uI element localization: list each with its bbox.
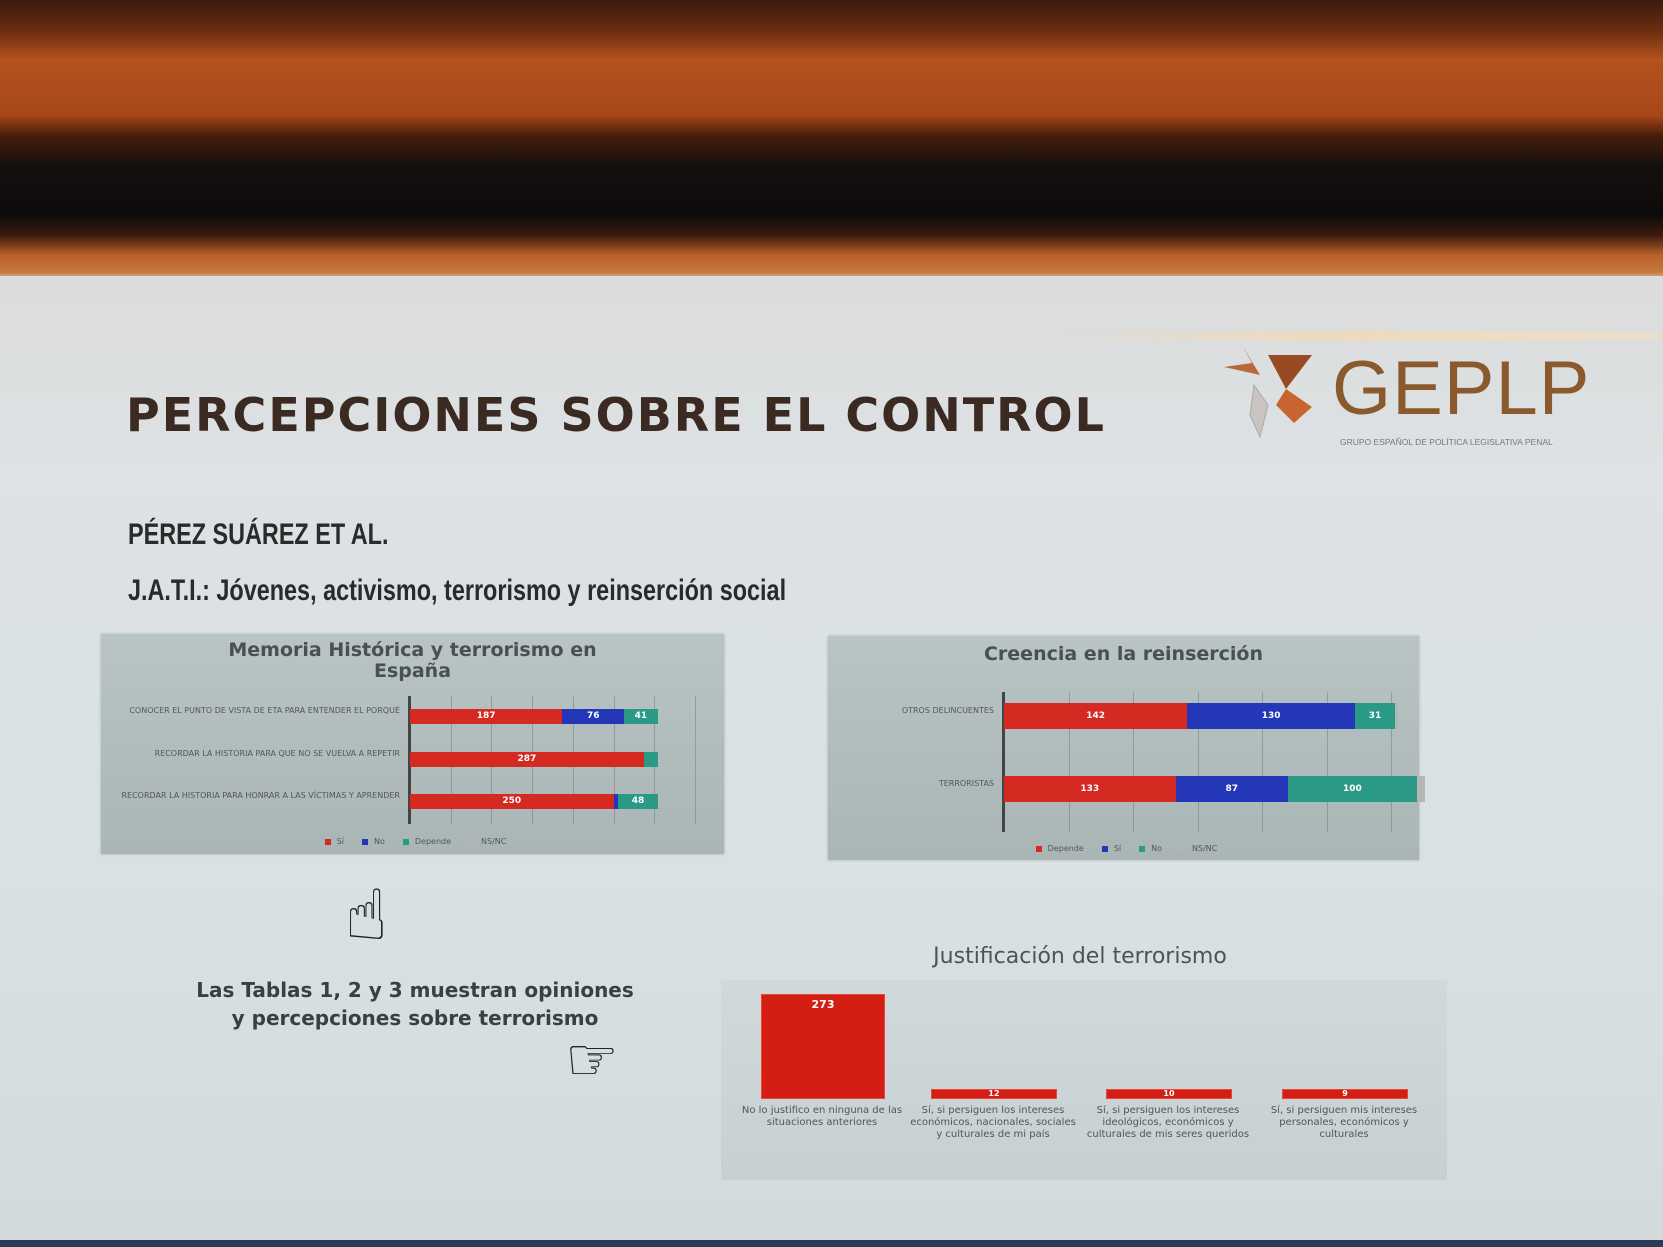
legend-swatch (1101, 845, 1108, 852)
legend-label: NS/NC (481, 837, 507, 846)
legend-swatch (1180, 845, 1187, 852)
bar-segment: 41 (624, 708, 658, 724)
bar: 273 (761, 994, 885, 1099)
legend-item: No (356, 837, 385, 846)
legend-item: Depende (1030, 844, 1084, 853)
legend: Depende Sí No NS/NC (828, 844, 1419, 853)
chart-title-justificacion: Justificación del terrorismo (933, 944, 1227, 969)
legend-label: No (1151, 844, 1163, 853)
author-heading: PÉREZ SUÁREZ ET AL. (128, 518, 389, 551)
legend-swatch (1139, 845, 1146, 852)
category-label: Sí, si persiguen los intereses ideológic… (1086, 1105, 1250, 1140)
slide-title: PERCEPCIONES SOBRE EL CONTROL (126, 388, 1106, 442)
category-label: CONOCER EL PUNTO DE VISTA DE ETA PARA EN… (129, 706, 400, 715)
geplp-logo: GEPLP GRUPO ESPAÑOL DE POLÍTICA LEGISLAT… (1224, 345, 1624, 455)
gridline (695, 696, 696, 824)
bar-segment: 76 (562, 708, 625, 724)
legend-item: No (1133, 844, 1162, 853)
gridline (1197, 692, 1199, 832)
legend-item: Sí (1096, 844, 1121, 853)
bar-segment: 87 (1175, 776, 1288, 802)
legend-label: Depende (1047, 844, 1084, 853)
chart-memoria-historica: Memoria Histórica y terrorismo en España… (101, 634, 724, 854)
bar-segment: 31 (1354, 703, 1395, 729)
bar: 10 (1106, 1089, 1232, 1099)
bar-segment: 142 (1004, 703, 1188, 729)
bar-segment: 287 (410, 751, 644, 767)
room-background (0, 0, 1663, 280)
caption-text: Las Tablas 1, 2 y 3 muestran opiniones y… (196, 978, 634, 1030)
bar-segment (1394, 703, 1398, 729)
category-label: Sí, si persiguen los intereses económico… (910, 1105, 1076, 1140)
project-heading: J.A.T.I.: Jóvenes, activismo, terrorismo… (128, 574, 787, 607)
category-label: OTROS DELINCUENTES (901, 706, 994, 715)
legend-swatch (324, 838, 331, 845)
legend-swatch (361, 838, 368, 845)
legend-label: No (373, 837, 385, 846)
chart-title: Creencia en la reinserción (983, 643, 1264, 665)
category-label: TERRORISTAS (938, 779, 994, 788)
bar-segment: 133 (1004, 776, 1176, 802)
screen-bottom-edge (0, 1240, 1663, 1247)
y-axis (408, 696, 411, 824)
legend-item: Sí (319, 837, 344, 846)
logo-subtitle: GRUPO ESPAÑOL DE POLÍTICA LEGISLATIVA PE… (1340, 437, 1553, 447)
bar-segment (613, 793, 619, 809)
legend-item: NS/NC (463, 837, 506, 846)
category-label: Sí, si persiguen mis intereses personale… (1270, 1105, 1418, 1140)
gridline (1068, 692, 1070, 832)
category-label: RECORDAR LA HISTORIA PARA QUE NO SE VUEL… (154, 749, 400, 758)
legend-item: Depende (397, 837, 451, 846)
bar-segment: 130 (1187, 703, 1355, 729)
bar-segment: 250 (410, 793, 614, 809)
legend-swatch (469, 838, 476, 845)
legend-label: NS/NC (1192, 844, 1218, 853)
legend-label: Sí (1113, 844, 1122, 853)
bar-segment (643, 751, 658, 767)
category-label: No lo justifico en ninguna de las situac… (741, 1105, 903, 1128)
gridline (1391, 692, 1393, 832)
legend-label: Depende (414, 837, 452, 846)
legend-swatch (402, 838, 409, 845)
projector-glare (1060, 333, 1660, 339)
bar: 9 (1282, 1089, 1408, 1099)
pointing-hand-right-icon: ☞ (565, 1025, 619, 1095)
bar-segment: 48 (618, 793, 658, 809)
gridline (1133, 692, 1135, 832)
bar: 12 (931, 1089, 1057, 1099)
bar-segment: 100 (1287, 776, 1417, 802)
legend-label: Sí (336, 837, 344, 846)
pointing-hand-up-icon: ☝ (345, 874, 388, 956)
chart-title: Memoria Histórica y terrorismo en España (228, 639, 597, 682)
gridline (1262, 692, 1264, 832)
logo-mark-icon (1224, 345, 1312, 439)
category-label: RECORDAR LA HISTORIA PARA HONRAR A LAS V… (121, 791, 400, 800)
chart-creencia-reinsercion: Creencia en la reinserción OTROS DELINCU… (828, 636, 1425, 860)
legend: Sí No Depende NS/NC (101, 837, 724, 846)
y-axis (1002, 692, 1005, 832)
gridline (1326, 692, 1328, 832)
legend-swatch (1035, 845, 1042, 852)
legend-item: NS/NC (1174, 844, 1217, 853)
logo-wordmark: GEPLP (1332, 346, 1591, 431)
bar-segment: 187 (410, 708, 563, 724)
bar-segment (1416, 776, 1425, 802)
